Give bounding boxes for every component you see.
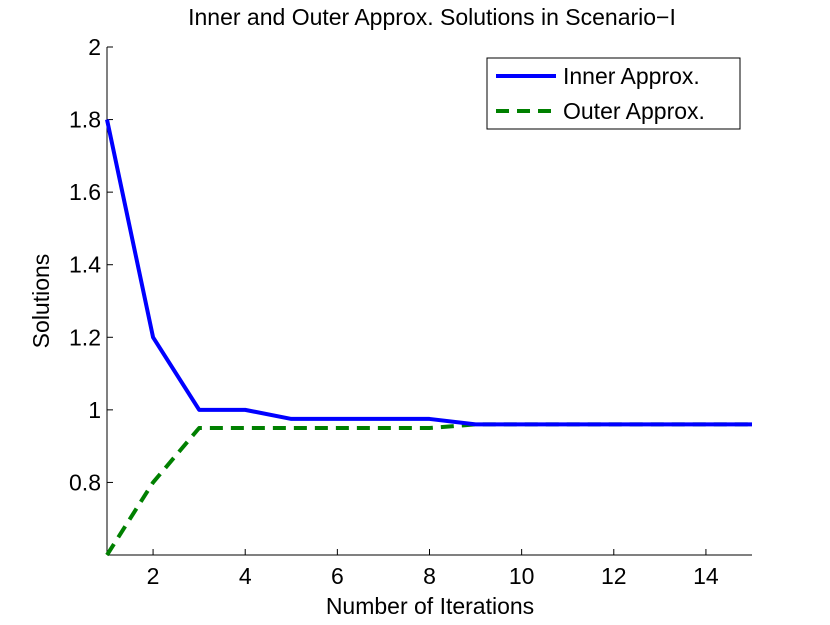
y-tick-label: 1.8	[69, 107, 101, 133]
legend-label-outer: Outer Approx.	[563, 98, 705, 124]
y-tick-label: 1	[88, 397, 101, 423]
x-tick-label: 14	[693, 563, 719, 589]
x-tick-label: 12	[601, 563, 627, 589]
series-line-inner	[105, 119, 752, 427]
x-tick-label: 10	[509, 563, 535, 589]
axis-ticks: 2 4 6 8 10 12 14 0.8 1 1.2 1.4 1.6 1.8 2	[69, 34, 719, 589]
x-tick-label: 8	[423, 563, 436, 589]
y-tick-label: 2	[88, 34, 101, 60]
y-tick-label: 1.2	[69, 324, 101, 350]
plot-area: 2 4 6 8 10 12 14 0.8 1 1.2 1.4 1.6 1.8 2	[69, 34, 752, 589]
x-axis-label: Number of Iterations	[326, 593, 534, 619]
y-axis-label: Solutions	[28, 254, 54, 349]
x-tick-label: 4	[239, 563, 252, 589]
series-group	[105, 119, 752, 557]
series-line-outer	[105, 422, 752, 557]
x-tick-label: 6	[331, 563, 344, 589]
legend: Inner Approx. Outer Approx.	[486, 57, 741, 130]
chart-title: Inner and Outer Approx. Solutions in Sce…	[188, 4, 676, 30]
y-tick-label: 1.4	[69, 252, 101, 278]
y-tick-label: 0.8	[69, 469, 101, 495]
legend-box	[486, 57, 741, 130]
x-tick-label: 2	[147, 563, 160, 589]
y-tick-label: 1.6	[69, 179, 101, 205]
legend-label-inner: Inner Approx.	[563, 63, 700, 89]
